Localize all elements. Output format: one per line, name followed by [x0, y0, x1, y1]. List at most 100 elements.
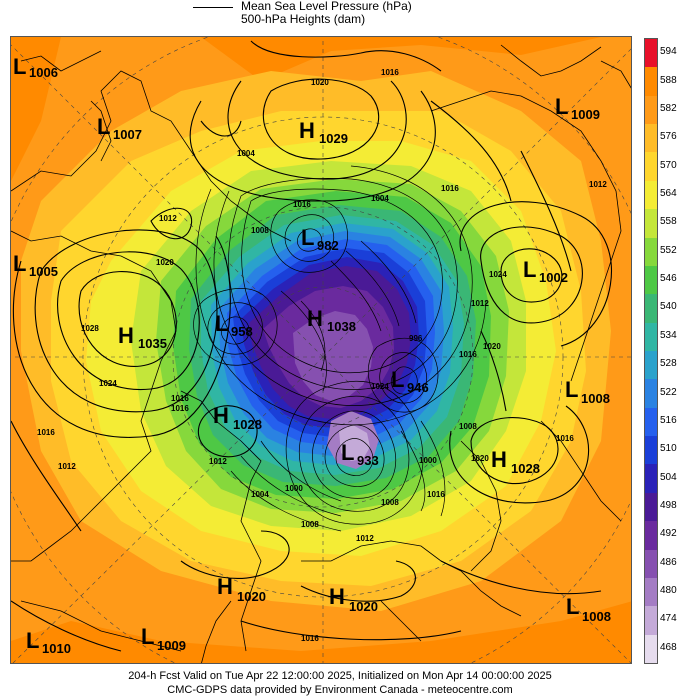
pressure-value: 1008 — [581, 391, 610, 406]
colorbar-swatch — [645, 407, 657, 437]
colorbar-label: 522 — [660, 386, 677, 398]
isobar-label: 1008 — [251, 226, 269, 235]
pressure-center-high: H 1020 — [217, 574, 266, 604]
pressure-value: 1006 — [29, 65, 58, 80]
colorbar-label: 558 — [660, 216, 677, 228]
pressure-center-low: L 1010 — [26, 628, 71, 656]
colorbar-label: 468 — [660, 641, 677, 653]
isobar-label: 1012 — [209, 457, 227, 466]
colorbar-label: 498 — [660, 500, 677, 511]
pressure-value: 1009 — [157, 638, 186, 653]
isobar-label: 1020 — [483, 342, 501, 351]
forecast-map-svg: 1016 1020 1004 1016 1012 1008 1004 1016 … — [11, 37, 631, 663]
pressure-letter: H — [118, 323, 134, 348]
colorbar-swatch — [645, 39, 657, 68]
isobar-label: 1016 — [301, 634, 319, 643]
isobar-label: 1012 — [589, 180, 607, 189]
colorbar-swatch — [645, 351, 657, 380]
colorbar-label: 546 — [660, 273, 677, 285]
isobar-label: 1016 — [427, 490, 445, 499]
pressure-value: 1038 — [327, 319, 356, 334]
pressure-centers: L 1006 L 1007 H 1029 L 1009 L 1005 L 982 L 1002… — [13, 54, 611, 656]
isobar-label: 1024 — [371, 382, 389, 391]
pressure-value: 1008 — [582, 609, 611, 624]
pressure-value: 946 — [407, 380, 429, 395]
pressure-letter: L — [555, 94, 568, 119]
isobar-label: 1012 — [159, 214, 177, 223]
pressure-letter: L — [97, 114, 110, 139]
heights-legend-label: 500-hPa Heights (dam) — [241, 12, 366, 26]
pressure-value: 1028 — [511, 461, 540, 476]
colorbar-swatch — [645, 549, 657, 579]
isobar-label: 1000 — [285, 484, 303, 493]
pressure-center-low: L 1005 — [13, 251, 58, 279]
mslp-legend-line — [193, 7, 233, 8]
pressure-letter: H — [299, 118, 315, 143]
colorbar-label: 474 — [660, 613, 677, 625]
colorbar-swatch — [645, 209, 657, 239]
pressure-value: 1029 — [319, 131, 348, 146]
isobar-label: 1016 — [293, 200, 311, 209]
colorbar-label: 576 — [660, 131, 677, 143]
isobar-label: 1000 — [419, 456, 437, 465]
isobar-label: 1012 — [471, 299, 489, 308]
isobar-label: 1016 — [441, 184, 459, 193]
forecast-map: 1016 1020 1004 1016 1012 1008 1004 1016 … — [10, 36, 632, 664]
isobar-label: 1016 — [37, 428, 55, 437]
isobar-label: 1024 — [489, 270, 507, 279]
forecast-valid-time: 204-h Fcst Valid on Tue Apr 22 12:00:00 … — [128, 670, 552, 682]
isobar-label: 1008 — [381, 498, 399, 507]
colorbar-swatch — [645, 124, 657, 153]
colorbar-label: 570 — [660, 159, 677, 171]
colorbar-swatch — [645, 294, 657, 324]
isobar-label: 1004 — [251, 490, 269, 499]
isobar-label: 1020 — [156, 258, 174, 267]
colorbar-swatch — [645, 436, 657, 465]
pressure-letter: L — [13, 251, 26, 276]
colorbar-swatch — [645, 67, 657, 97]
colorbar-swatch — [645, 634, 657, 664]
colorbar-label: 528 — [660, 358, 677, 370]
isobar-label: 1012 — [58, 462, 76, 471]
pressure-letter: L — [341, 440, 354, 465]
pressure-value: 1020 — [349, 599, 378, 614]
isobars-dense — [193, 165, 487, 532]
colorbar-label: 588 — [660, 74, 677, 86]
isobar-label: 1008 — [459, 422, 477, 431]
isobar-label: 996 — [409, 334, 423, 343]
pressure-letter: H — [307, 306, 323, 331]
colorbar-label: 510 — [660, 443, 677, 455]
pressure-value: 1028 — [233, 417, 262, 432]
pressure-center-low: L 1008 — [566, 594, 611, 624]
colorbar-swatch — [645, 521, 657, 551]
pressure-center-low: L 1006 — [13, 54, 58, 80]
pressure-center-low: L 982 — [301, 225, 339, 253]
pressure-letter: L — [566, 594, 579, 619]
isobar-label: 1020 — [471, 454, 489, 463]
pressure-center-low: L 1009 — [141, 624, 186, 653]
pressure-center-high: H 1028 — [491, 447, 540, 476]
colorbar-label: 594 — [660, 46, 677, 58]
colorbar-label: 516 — [660, 414, 677, 426]
pressure-value: 1020 — [237, 589, 266, 604]
colorbar-swatch — [645, 322, 657, 352]
colorbar-label: 540 — [660, 301, 677, 313]
isobar-label: 1016 — [171, 404, 189, 413]
colorbar-label: 504 — [660, 471, 677, 483]
pressure-letter: H — [491, 447, 507, 472]
isobar-label: 1016 — [381, 68, 399, 77]
pressure-center-high: H 1035 — [118, 323, 167, 351]
pressure-center-low: L 933 — [341, 440, 379, 468]
coastlines — [11, 44, 631, 663]
pressure-letter: L — [523, 257, 536, 282]
pressure-letter: H — [213, 403, 229, 428]
pressure-letter: L — [13, 54, 26, 79]
pressure-center-low: L 1007 — [97, 114, 142, 142]
height-colorbar — [644, 38, 658, 664]
pressure-value: 1005 — [29, 264, 58, 279]
data-source-credit: CMC-GDPS data provided by Environment Ca… — [167, 684, 513, 696]
pressure-letter: L — [565, 377, 578, 402]
height-band-486 — [293, 311, 373, 401]
isobar-label: 1016 — [171, 394, 189, 403]
pressure-center-low: L 946 — [391, 367, 429, 395]
